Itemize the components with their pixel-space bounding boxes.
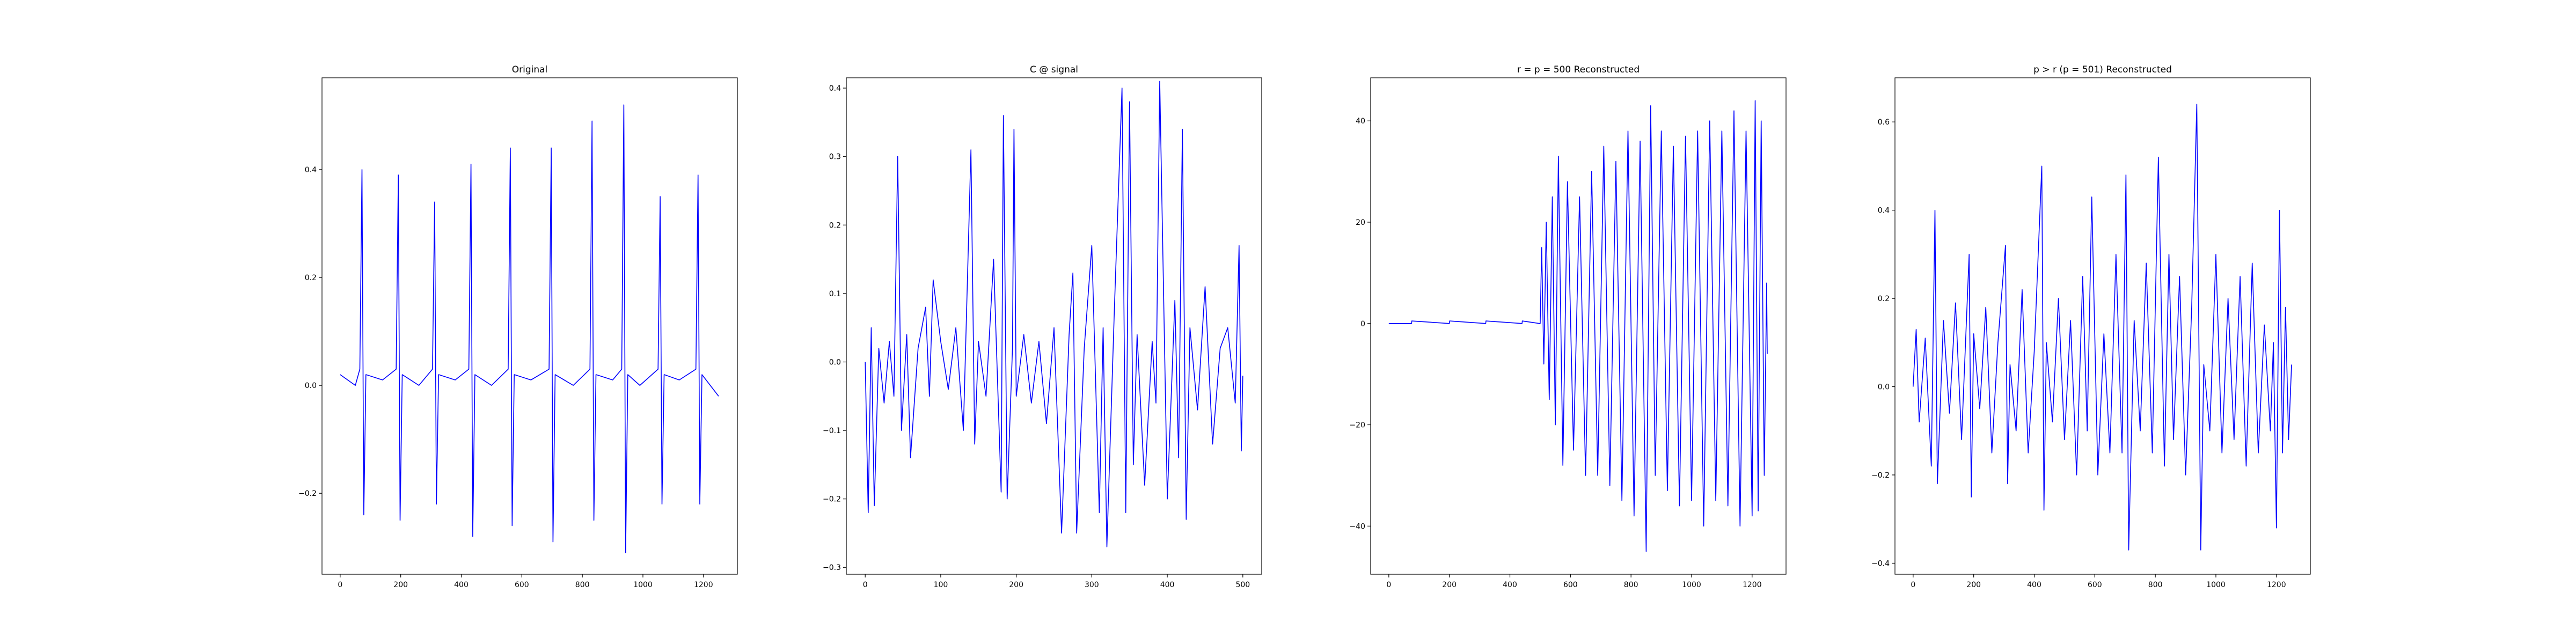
y-tick-label: −20	[1349, 421, 1365, 430]
y-tick-label: 0.2	[305, 274, 317, 282]
y-tick-label: 0.1	[829, 290, 841, 298]
x-tick-label: 400	[454, 581, 469, 589]
y-tick-label: 0.4	[305, 166, 317, 174]
chart-title: p > r (p = 501) Reconstructed	[2033, 64, 2172, 75]
y-tick-label: 0.0	[305, 382, 317, 390]
x-tick-label: 600	[2088, 581, 2102, 589]
x-tick-label: 1000	[633, 581, 653, 589]
x-tick-label: 300	[1085, 581, 1099, 589]
x-tick-label: 400	[2027, 581, 2041, 589]
series-line-2	[865, 80, 1243, 547]
subplot-2: C @ signal 0 100 200 300 400 500 −0.3 −0.2 −0.1 0.…	[823, 64, 1262, 589]
x-tick-label: 400	[1160, 581, 1175, 589]
x-tick-label: 200	[1966, 581, 1981, 589]
x-tick-label: 0	[1386, 581, 1391, 589]
chart-title: r = p = 500 Reconstructed	[1517, 64, 1640, 75]
x-tick-label: 400	[1503, 581, 1517, 589]
y-tick-label: 0.6	[1878, 118, 1890, 127]
y-tick-label: 0.2	[829, 221, 841, 230]
axes-frame	[321, 77, 738, 575]
series-line-1	[340, 104, 719, 553]
y-tick-label: 0.3	[829, 153, 841, 162]
y-tick-label: 0.4	[829, 84, 841, 93]
x-tick-label: 0	[338, 581, 342, 589]
axes-frame	[846, 77, 1262, 575]
y-tick-label: −0.1	[823, 427, 841, 435]
x-tick-label: 800	[1624, 581, 1638, 589]
y-tick-label: 0.2	[1878, 295, 1890, 303]
y-tick-label: 20	[1356, 218, 1365, 227]
x-tick-label: 1000	[2206, 581, 2226, 589]
subplot-1: Original 0 200 400 600 800 1000 1200 −0.2 0.0 0.2 0…	[298, 64, 738, 589]
subplot-4: p > r (p = 501) Reconstructed 0 200 400 600 8…	[1871, 64, 2311, 589]
y-tick-label: −0.3	[823, 564, 841, 572]
chart-title: C @ signal	[1030, 64, 1078, 75]
axes-frame	[1370, 77, 1787, 575]
x-tick-label: 1200	[1743, 581, 1762, 589]
x-tick-label: 200	[1009, 581, 1023, 589]
y-tick-label: −0.2	[1871, 471, 1890, 480]
y-tick-label: −40	[1349, 522, 1365, 531]
x-tick-label: 200	[393, 581, 408, 589]
series-line-4	[1913, 104, 2292, 551]
y-tick-label: −0.2	[298, 489, 317, 498]
y-tick-label: 0	[1360, 320, 1365, 328]
series-line-3	[1388, 100, 1768, 552]
x-tick-label: 1000	[1682, 581, 1701, 589]
x-tick-label: 200	[1442, 581, 1457, 589]
y-tick-label: 0.0	[1878, 383, 1890, 392]
x-tick-label: 500	[1235, 581, 1250, 589]
x-tick-label: 600	[1563, 581, 1578, 589]
y-tick-label: 40	[1356, 117, 1365, 126]
x-tick-label: 800	[2148, 581, 2163, 589]
y-tick-label: 0.0	[829, 358, 841, 367]
x-tick-label: 100	[934, 581, 948, 589]
x-tick-label: 600	[515, 581, 529, 589]
x-tick-label: 1200	[2267, 581, 2286, 589]
x-tick-label: 1200	[694, 581, 713, 589]
x-tick-label: 0	[863, 581, 868, 589]
x-tick-label: 800	[575, 581, 590, 589]
x-tick-label: 0	[1911, 581, 1915, 589]
chart-title: Original	[512, 64, 548, 75]
y-tick-label: −0.4	[1871, 559, 1890, 568]
axes-frame	[1894, 77, 2311, 575]
y-tick-label: −0.2	[823, 495, 841, 504]
y-tick-label: 0.4	[1878, 207, 1890, 215]
